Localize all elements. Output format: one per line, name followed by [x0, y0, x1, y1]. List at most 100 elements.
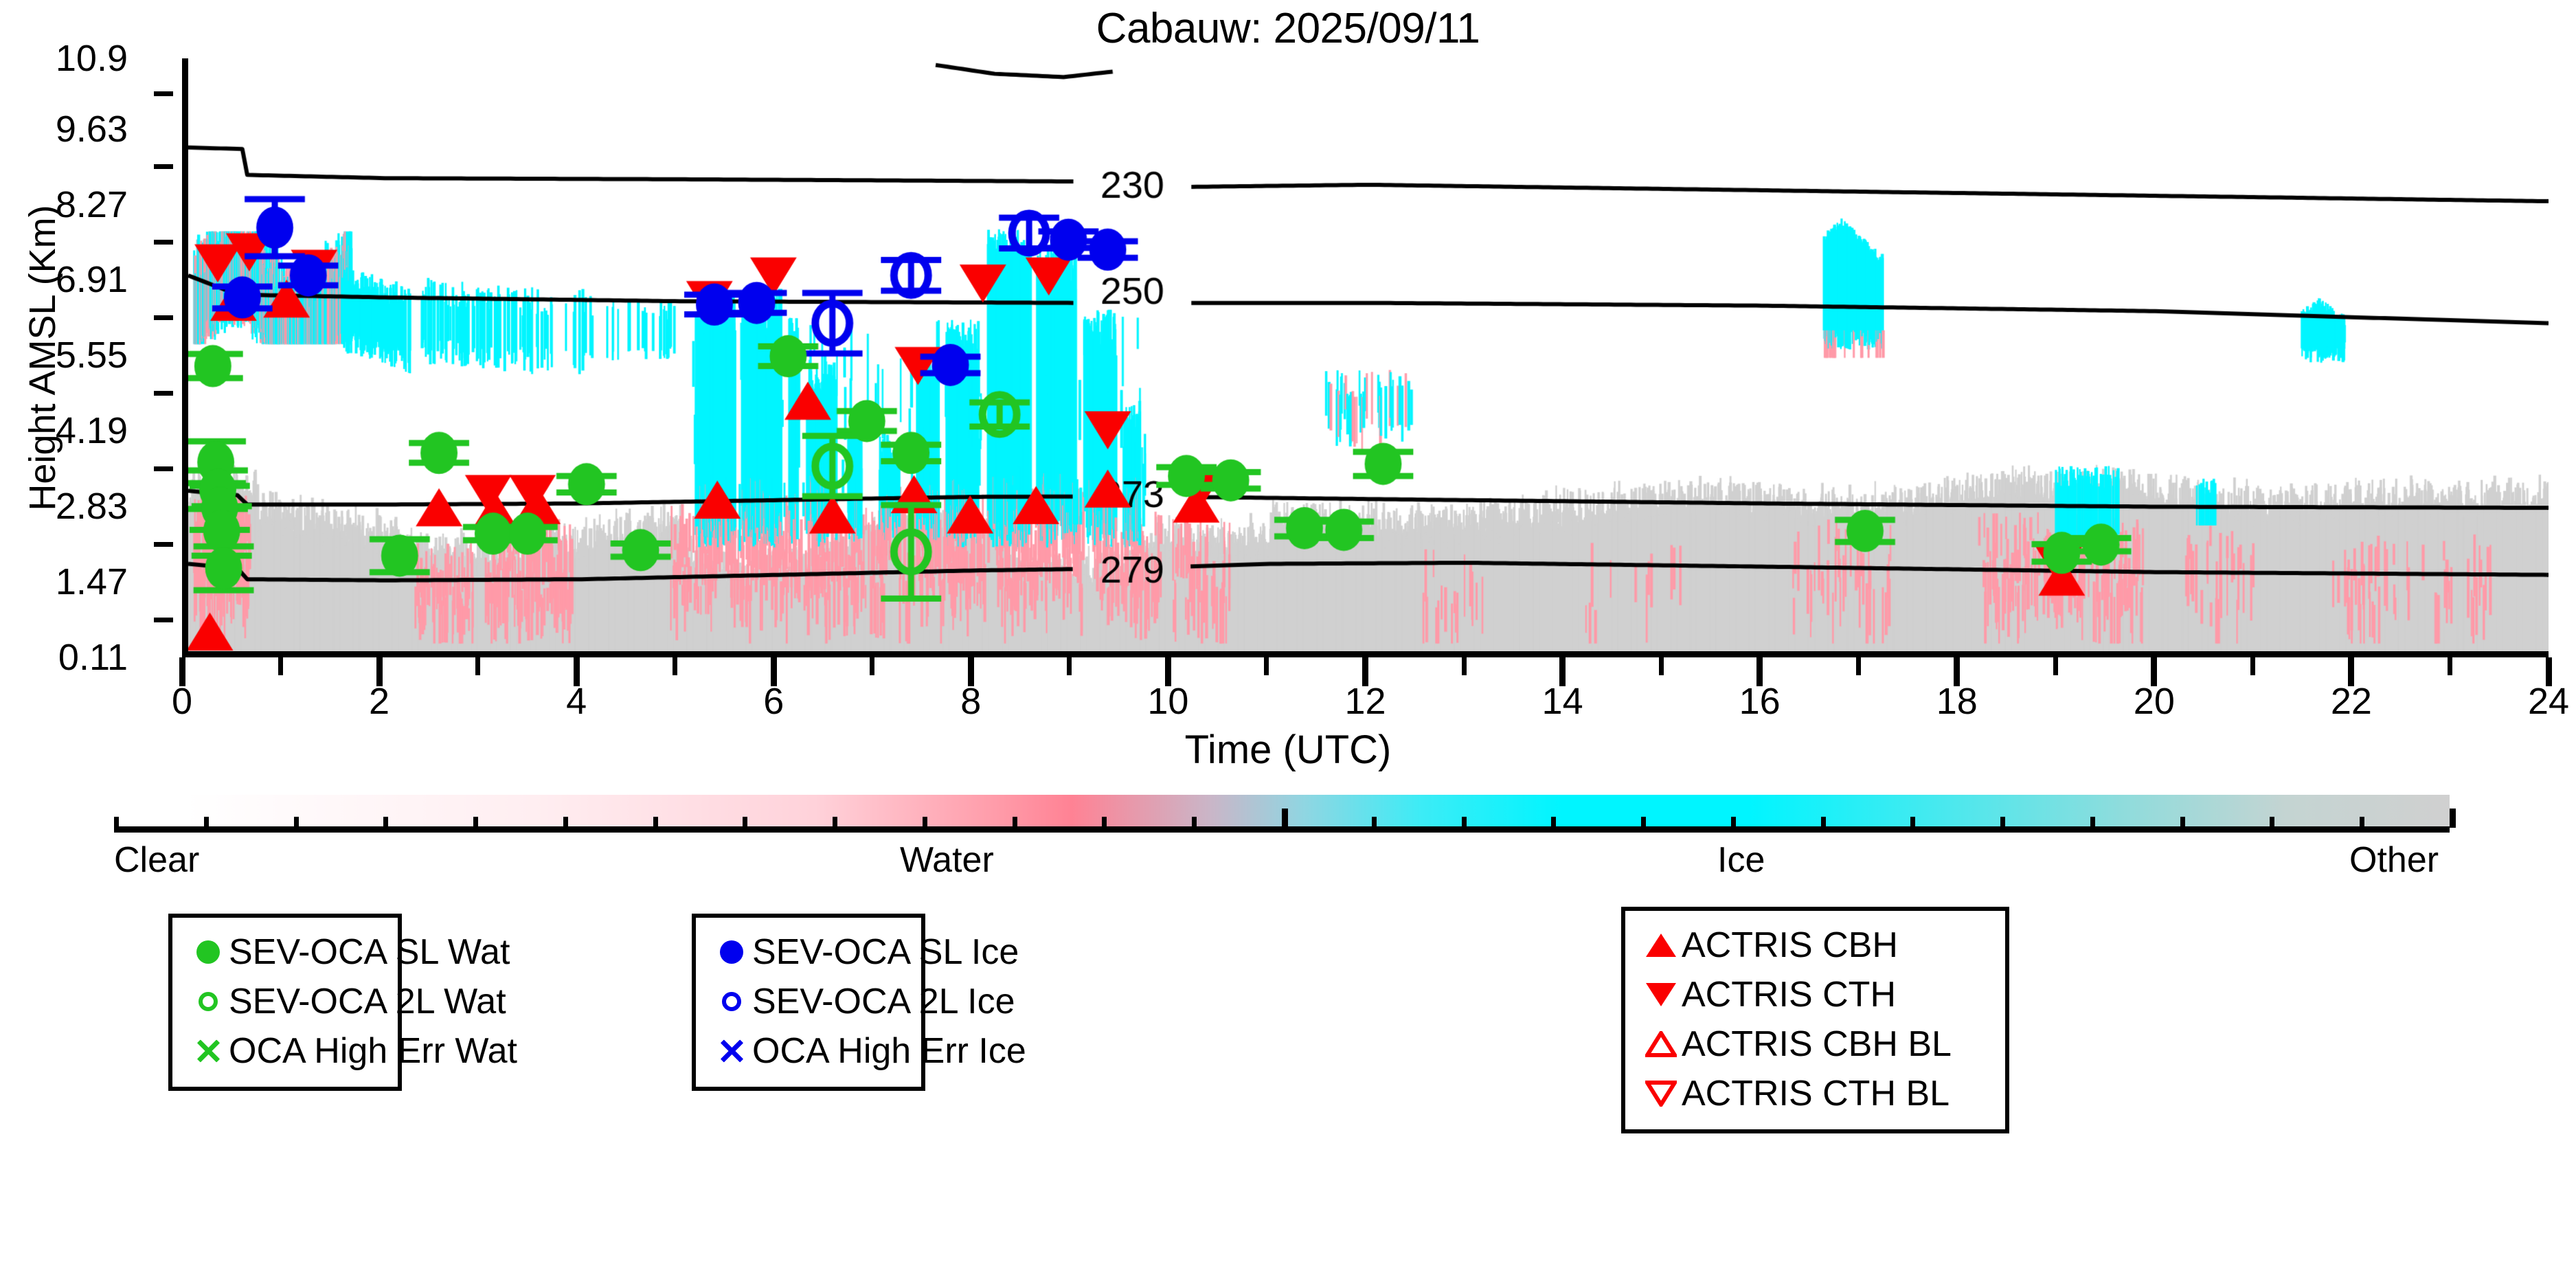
legend-label: SEV-OCA 2L Ice	[752, 982, 1015, 1021]
page-title: Cabauw: 2025/09/11	[1096, 5, 1480, 52]
x-minor-tick	[278, 657, 284, 675]
filled-triangle-down-icon	[1640, 974, 1682, 1015]
colorbar-tick	[2450, 809, 2456, 828]
y-tick-label: 9.63	[55, 108, 128, 150]
legend-ice: SEV-OCA SL Ice SEV-OCA 2L Ice OCA High E…	[692, 914, 1026, 1091]
plot-area	[182, 58, 2549, 657]
open-circle-icon	[188, 981, 229, 1022]
y-minor-tick	[154, 466, 173, 471]
colorbar-axis-line	[114, 826, 2450, 833]
legend-item[interactable]: OCA High Err Ice	[711, 1026, 1026, 1076]
y-minor-tick	[154, 239, 173, 245]
colorbar-tick	[2360, 817, 2365, 828]
legend-label: ACTRIS CTH	[1682, 975, 1896, 1015]
filled-circle-icon	[188, 931, 229, 973]
legend-item[interactable]: ACTRIS CTH	[1640, 970, 1987, 1019]
x-minor-tick	[1264, 657, 1269, 675]
x-minor-tick	[2447, 657, 2452, 675]
y-minor-tick	[154, 617, 173, 622]
x-tick	[1362, 657, 1368, 686]
legend-water: SEV-OCA SL Wat SEV-OCA 2L Wat OCA High E…	[168, 914, 517, 1091]
x-minor-tick	[475, 657, 481, 675]
colorbar-label-other: Other	[2349, 840, 2439, 880]
x-minor-tick	[1461, 657, 1467, 675]
legend-item[interactable]: ACTRIS CTH BL	[1640, 1069, 1987, 1118]
legend-label: SEV-OCA SL Ice	[752, 932, 1019, 972]
open-triangle-down-icon	[1640, 1073, 1682, 1114]
x-tick-label: 14	[1541, 681, 1583, 722]
colorbar-label-clear: Clear	[114, 840, 200, 880]
x-mark-icon	[711, 1030, 752, 1072]
x-minor-tick	[673, 657, 678, 675]
colorbar-tick	[114, 817, 119, 828]
x-minor-tick	[870, 657, 875, 675]
x-minor-tick	[1658, 657, 1664, 675]
x-tick	[2545, 657, 2552, 686]
colorbar-tick	[833, 817, 838, 828]
colorbar-tick	[2180, 817, 2185, 828]
x-minor-tick	[1855, 657, 1861, 675]
x-tick	[376, 657, 383, 686]
x-tick-label: 8	[960, 681, 982, 722]
x-tick	[770, 657, 777, 686]
colorbar-tick	[1282, 809, 1288, 828]
colorbar-tick	[473, 817, 479, 828]
x-tick	[1954, 657, 1961, 686]
colorbar-tick	[1461, 817, 1467, 828]
x-mark-icon	[188, 1030, 229, 1072]
legend-label: SEV-OCA SL Wat	[229, 932, 510, 972]
x-minor-tick	[1067, 657, 1072, 675]
colorbar-tick	[1192, 817, 1197, 828]
x-tick	[967, 657, 974, 686]
x-tick-label: 2	[369, 681, 390, 722]
y-tick-label: 6.91	[55, 259, 128, 301]
y-tick-label: 8.27	[55, 183, 128, 225]
filled-circle-icon	[711, 931, 752, 973]
y-minor-tick	[154, 541, 173, 547]
y-tick-label: 4.19	[55, 410, 128, 452]
y-axis-labels: 0.11 1.47 2.83 4.19 5.55 6.91 8.27 9.63 10.9	[0, 38, 173, 678]
legend-item[interactable]: ACTRIS CBH BL	[1640, 1019, 1987, 1069]
colorbar-tick	[1371, 817, 1377, 828]
colorbar-tick	[1102, 817, 1107, 828]
colorbar-tick	[743, 817, 748, 828]
x-tick-label: 22	[2330, 681, 2372, 722]
colorbar-tick	[2090, 817, 2095, 828]
x-tick	[1559, 657, 1566, 686]
y-tick-label: 0.11	[58, 637, 128, 678]
x-tick-label: 16	[1739, 681, 1781, 722]
legend-item[interactable]: OCA High Err Wat	[188, 1026, 517, 1076]
colorbar-labels: Clear Water Ice Other	[0, 839, 2576, 888]
y-tick-label: 2.83	[55, 486, 128, 528]
y-tick-label: 10.9	[55, 38, 128, 79]
colorbar-tick	[2000, 817, 2006, 828]
x-tick-label: 10	[1147, 681, 1189, 722]
open-triangle-up-icon	[1640, 1024, 1682, 1065]
colorbar	[114, 795, 2456, 836]
x-tick	[2151, 657, 2158, 686]
legend-label: ACTRIS CTH BL	[1682, 1074, 1950, 1114]
y-tick-label: 1.47	[55, 561, 128, 603]
x-tick	[179, 657, 185, 686]
legend-item[interactable]: SEV-OCA SL Ice	[711, 927, 1019, 977]
y-minor-tick	[154, 164, 173, 170]
legend-item[interactable]: SEV-OCA 2L Wat	[188, 977, 506, 1026]
x-tick-label: 4	[566, 681, 587, 722]
colorbar-tick	[203, 817, 209, 828]
x-minor-tick	[2053, 657, 2058, 675]
legend-item[interactable]: SEV-OCA 2L Ice	[711, 977, 1015, 1026]
y-minor-tick	[154, 390, 173, 396]
legend-label: SEV-OCA 2L Wat	[229, 982, 506, 1021]
colorbar-label-water: Water	[900, 840, 994, 880]
colorbar-tick	[383, 817, 389, 828]
legend-item[interactable]: ACTRIS CBH	[1640, 920, 1987, 970]
x-tick-label: 12	[1344, 681, 1386, 722]
legend-item[interactable]: SEV-OCA SL Wat	[188, 927, 510, 977]
colorbar-label-ice: Ice	[1717, 840, 1765, 880]
colorbar-tick	[653, 817, 658, 828]
x-tick-label: 6	[763, 681, 784, 722]
legend-actris: ACTRIS CBH ACTRIS CTH ACTRIS CBH BL ACTR…	[1621, 907, 2009, 1133]
legend-label: OCA High Err Ice	[752, 1031, 1026, 1071]
colorbar-tick	[1730, 817, 1736, 828]
x-tick-label: 24	[2527, 681, 2570, 722]
